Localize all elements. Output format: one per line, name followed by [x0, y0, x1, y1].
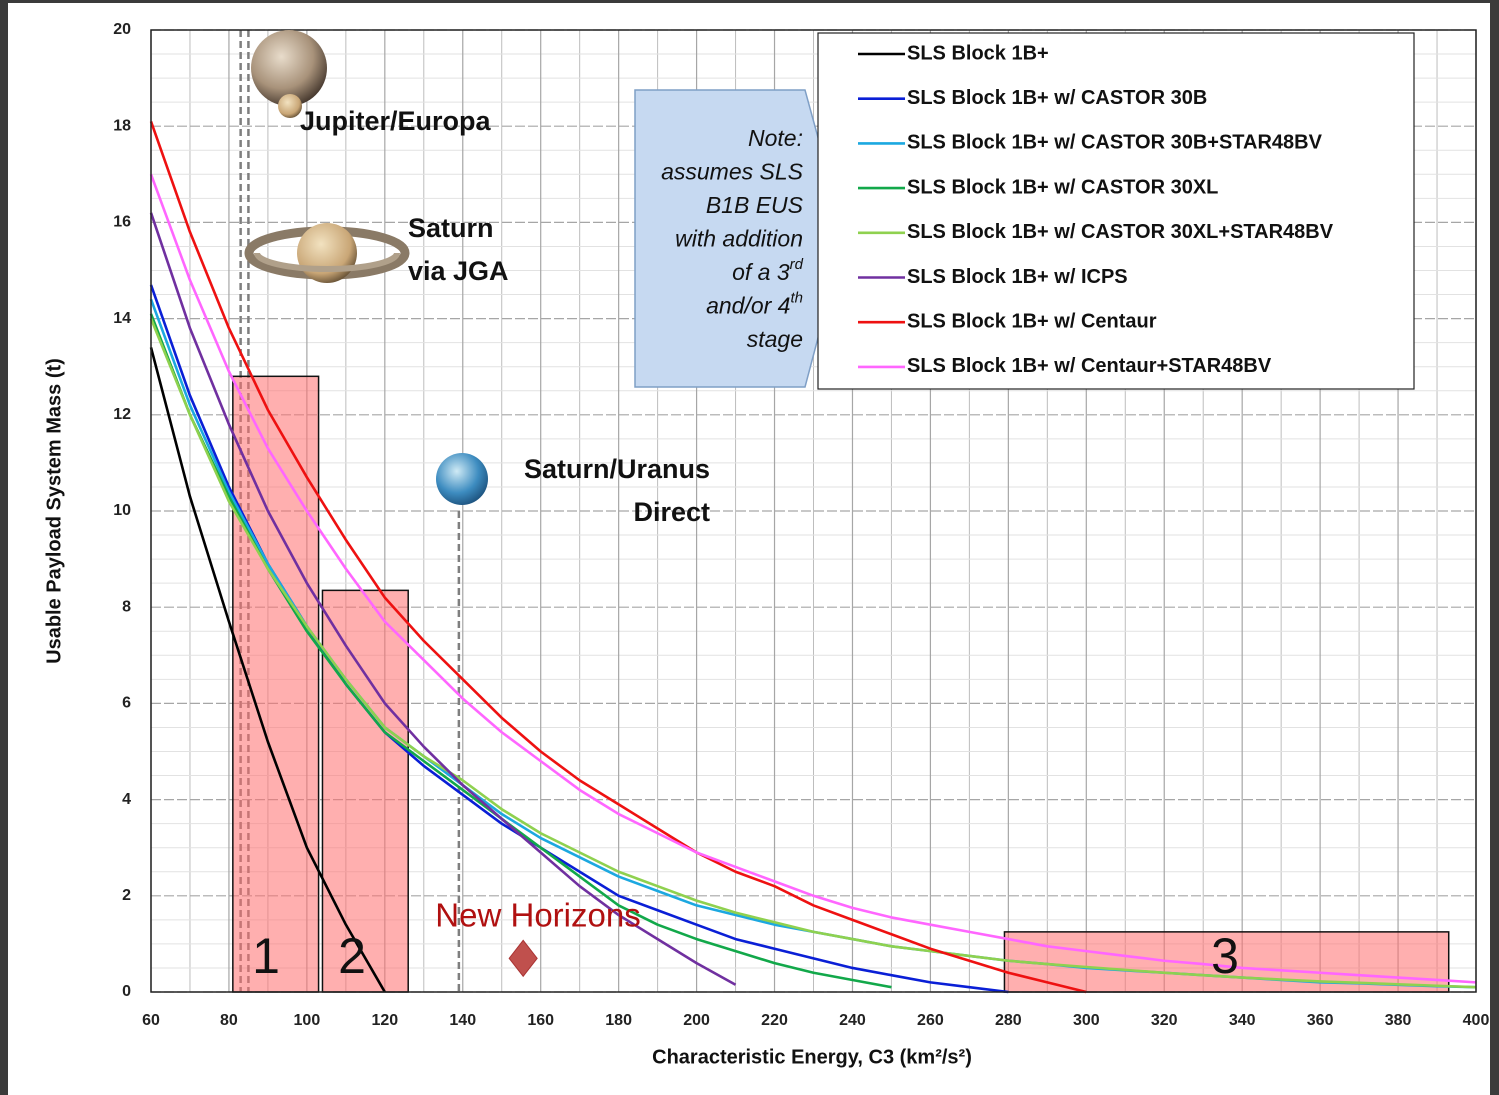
y-tick-label: 14 — [113, 310, 131, 327]
legend-label: SLS Block 1B+ w/ CASTOR 30XL — [907, 176, 1218, 198]
y-axis-title: Usable Payload System Mass (t) — [43, 358, 65, 664]
note-superscript: rd — [790, 256, 804, 273]
region-label: 3 — [1211, 928, 1239, 984]
reference-label: Jupiter/Europa — [300, 106, 492, 136]
legend-label: SLS Block 1B+ w/ CASTOR 30XL+STAR48BV — [907, 221, 1334, 243]
x-tick-label: 400 — [1463, 1012, 1490, 1029]
x-tick-label: 380 — [1385, 1012, 1412, 1029]
reference-label: Saturn/Uranus — [524, 454, 710, 484]
x-tick-label: 300 — [1073, 1012, 1100, 1029]
chart: Note: assumes SLS B1B EUS with addition of a… — [0, 0, 1499, 1095]
y-tick-label: 12 — [113, 406, 131, 423]
legend-label: SLS Block 1B+ w/ CASTOR 30B+STAR48BV — [907, 132, 1323, 154]
y-tick-label: 8 — [122, 598, 131, 615]
y-tick-label: 4 — [122, 791, 131, 808]
y-tick-label: 20 — [113, 21, 131, 38]
y-tick-label: 6 — [122, 695, 131, 712]
x-tick-label: 340 — [1229, 1012, 1256, 1029]
note-line: stage — [747, 326, 803, 352]
x-tick-label: 120 — [371, 1012, 398, 1029]
x-axis-title: Characteristic Energy, C3 (km²/s²) — [652, 1046, 972, 1068]
note-line: B1B EUS — [706, 192, 804, 218]
x-tick-label: 160 — [527, 1012, 554, 1029]
reference-label: Direct — [633, 497, 710, 527]
legend-label: SLS Block 1B+ — [907, 42, 1049, 64]
legend-label: SLS Block 1B+ w/ Centaur — [907, 310, 1157, 332]
x-tick-label: 80 — [220, 1012, 238, 1029]
y-tick-label: 10 — [113, 502, 131, 519]
region-box — [233, 376, 319, 992]
note-text: of a 3 — [732, 259, 790, 285]
legend-label: SLS Block 1B+ w/ Centaur+STAR48BV — [907, 355, 1272, 377]
point-label: New Horizons — [435, 897, 640, 934]
note-text: and/or 4 — [706, 293, 790, 319]
region-label: 2 — [338, 928, 366, 984]
saturn-icon — [297, 223, 357, 283]
note-line: assumes SLS — [661, 159, 804, 185]
uranus-icon — [436, 453, 488, 505]
legend-label: SLS Block 1B+ w/ CASTOR 30B — [907, 87, 1207, 109]
note-line: and/or 4th — [706, 289, 803, 318]
x-tick-label: 60 — [142, 1012, 160, 1029]
x-tick-label: 200 — [683, 1012, 710, 1029]
x-tick-label: 280 — [995, 1012, 1022, 1029]
x-tick-label: 240 — [839, 1012, 866, 1029]
x-tick-label: 140 — [449, 1012, 476, 1029]
region-label: 1 — [252, 928, 280, 984]
legend-label: SLS Block 1B+ w/ ICPS — [907, 266, 1128, 288]
y-tick-label: 16 — [113, 214, 131, 231]
note-line: Note: — [748, 125, 803, 151]
europa-icon — [278, 94, 302, 118]
y-tick-label: 0 — [122, 983, 131, 1000]
x-tick-label: 100 — [294, 1012, 321, 1029]
x-tick-label: 320 — [1151, 1012, 1178, 1029]
y-tick-label: 2 — [122, 887, 131, 904]
x-tick-label: 220 — [761, 1012, 788, 1029]
x-tick-label: 360 — [1307, 1012, 1334, 1029]
reference-label: via JGA — [408, 256, 509, 286]
note-superscript: th — [790, 289, 803, 306]
reference-label: Saturn — [408, 213, 494, 243]
y-tick-label: 18 — [113, 117, 131, 134]
note-line: with addition — [675, 226, 803, 252]
x-tick-label: 260 — [917, 1012, 944, 1029]
x-tick-label: 180 — [605, 1012, 632, 1029]
